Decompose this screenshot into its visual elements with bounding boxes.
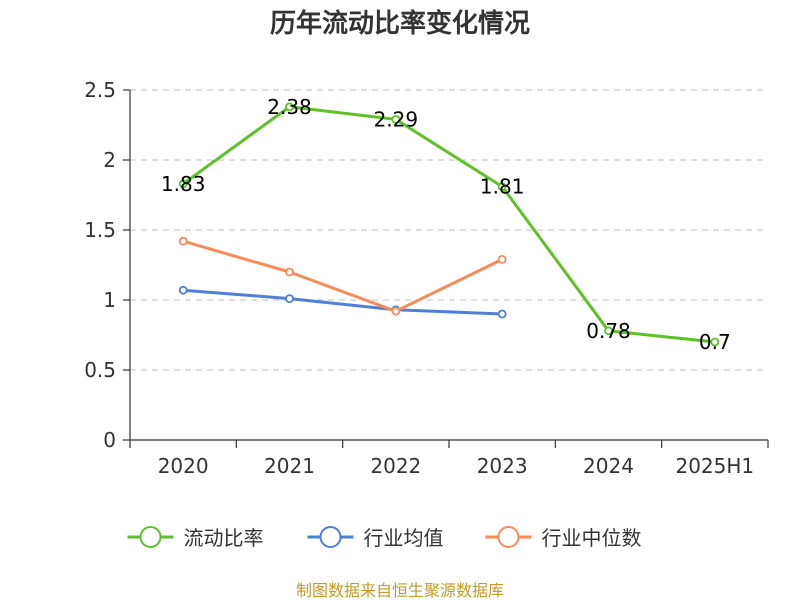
- series: [178, 102, 720, 347]
- x-tick-label: 2022: [370, 454, 421, 478]
- data-label: 0.7: [699, 330, 731, 354]
- data-point: [178, 179, 188, 189]
- data-label: 2.29: [374, 107, 419, 131]
- series-2: [178, 236, 507, 316]
- legend[interactable]: 流动比率 行业均值 行业中位数: [127, 526, 642, 550]
- data-label: 2.38: [267, 95, 312, 119]
- x-tick-label: 2021: [264, 454, 315, 478]
- legend-label: 行业均值: [364, 526, 444, 550]
- series-line: [182, 239, 503, 313]
- legend-circle-icon: [319, 526, 342, 548]
- y-tick-label: 2.5: [84, 78, 116, 102]
- data-point: [497, 309, 507, 319]
- y-tick-label: 1.5: [84, 218, 116, 242]
- x-tick-label: 2020: [158, 454, 209, 478]
- legend-label: 行业中位数: [542, 526, 642, 550]
- x-tick-label: 2025H1: [675, 454, 754, 478]
- y-tick-label: 0: [103, 428, 116, 452]
- legend-circle-icon: [497, 526, 520, 548]
- data-point: [497, 182, 507, 192]
- series-0: [178, 102, 720, 347]
- data-point: [178, 236, 188, 246]
- legend-item-2[interactable]: 行业中位数: [485, 526, 642, 550]
- series-line: [183, 288, 503, 316]
- x-tick-label: 2023: [477, 454, 528, 478]
- data-point: [604, 326, 613, 336]
- y-tick-label: 0.5: [84, 358, 116, 382]
- axes: 0 0.5 1 1.5 2 2.5 2020 2021 2022 2023 2024 2025H1: [84, 78, 769, 478]
- data-label: 1.83: [161, 172, 206, 196]
- data-point: [285, 102, 294, 112]
- legend-item-0[interactable]: 流动比率: [127, 526, 264, 550]
- y-tick-label: 2: [103, 148, 116, 172]
- legend-item-1[interactable]: 行业均值: [307, 526, 444, 550]
- data-point: [710, 337, 720, 347]
- grid: [130, 89, 768, 371]
- data-point: [285, 294, 294, 304]
- data-point: [178, 285, 188, 295]
- legend-label: 流动比率: [184, 526, 264, 550]
- data-point: [391, 115, 401, 124]
- data-point: [285, 267, 294, 277]
- data-point: [391, 306, 401, 316]
- series-line: [182, 105, 715, 344]
- data-label: 0.78: [586, 319, 631, 343]
- source-note: 制图数据来自恒生聚源数据库: [296, 581, 504, 600]
- y-tick-label: 1: [103, 288, 116, 312]
- chart-title: 历年流动比率变化情况: [270, 8, 530, 39]
- data-label: 1.81: [480, 175, 525, 199]
- data-point: [497, 254, 507, 264]
- x-tick-label: 2024: [583, 454, 634, 478]
- legend-circle-icon: [139, 526, 162, 548]
- data-labels: 1.83 2.38 2.29 1.81 0.78 0.7: [161, 95, 731, 354]
